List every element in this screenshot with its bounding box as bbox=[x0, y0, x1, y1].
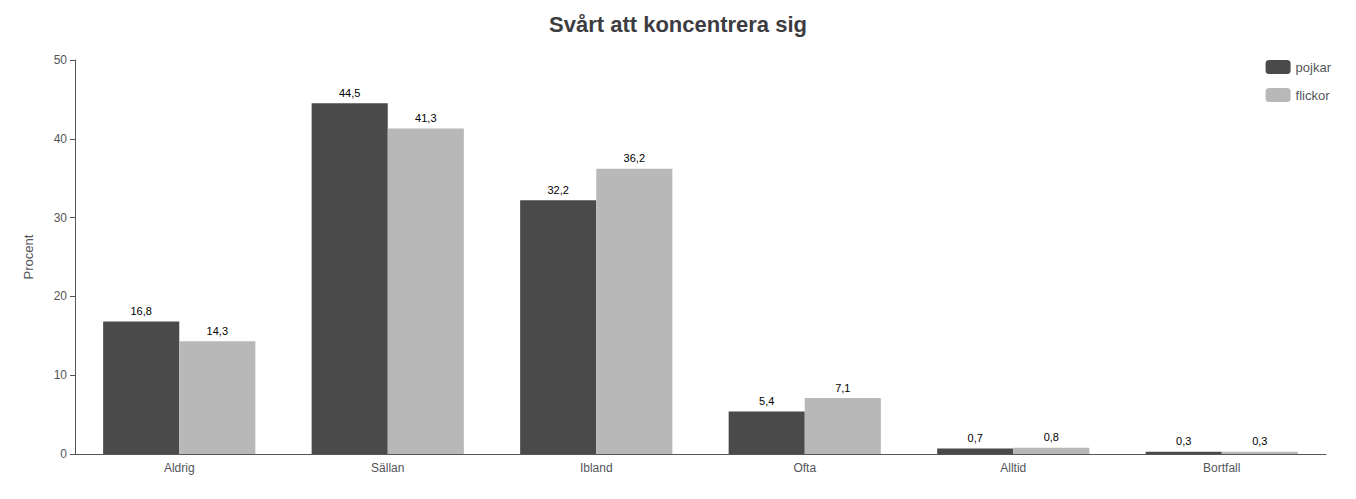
svg-text:50: 50 bbox=[54, 53, 68, 67]
svg-text:20: 20 bbox=[54, 289, 68, 303]
svg-text:pojkar: pojkar bbox=[1296, 60, 1332, 75]
svg-text:0,3: 0,3 bbox=[1176, 435, 1191, 447]
svg-text:Ofta: Ofta bbox=[793, 461, 816, 475]
svg-text:Procent: Procent bbox=[21, 234, 36, 279]
svg-text:Aldrig: Aldrig bbox=[164, 461, 195, 475]
svg-text:Bortfall: Bortfall bbox=[1203, 461, 1240, 475]
svg-text:0: 0 bbox=[60, 447, 67, 461]
svg-text:30: 30 bbox=[54, 211, 68, 225]
svg-text:7,1: 7,1 bbox=[835, 382, 850, 394]
svg-text:flickor: flickor bbox=[1296, 88, 1331, 103]
svg-text:41,3: 41,3 bbox=[415, 112, 436, 124]
svg-text:36,2: 36,2 bbox=[624, 152, 645, 164]
svg-text:Sällan: Sällan bbox=[371, 461, 404, 475]
svg-text:40: 40 bbox=[54, 132, 68, 146]
svg-text:16,8: 16,8 bbox=[130, 305, 151, 317]
svg-text:14,3: 14,3 bbox=[207, 325, 228, 337]
svg-text:44,5: 44,5 bbox=[339, 87, 360, 99]
svg-text:10: 10 bbox=[54, 368, 68, 382]
svg-text:Ibland: Ibland bbox=[580, 461, 613, 475]
svg-text:0,8: 0,8 bbox=[1044, 431, 1059, 443]
svg-text:Svårt att koncentrera sig: Svårt att koncentrera sig bbox=[549, 12, 807, 37]
svg-text:32,2: 32,2 bbox=[547, 184, 568, 196]
svg-text:5,4: 5,4 bbox=[759, 395, 774, 407]
svg-text:0,7: 0,7 bbox=[968, 432, 983, 444]
svg-text:0,3: 0,3 bbox=[1252, 435, 1267, 447]
svg-text:Alltid: Alltid bbox=[1000, 461, 1026, 475]
